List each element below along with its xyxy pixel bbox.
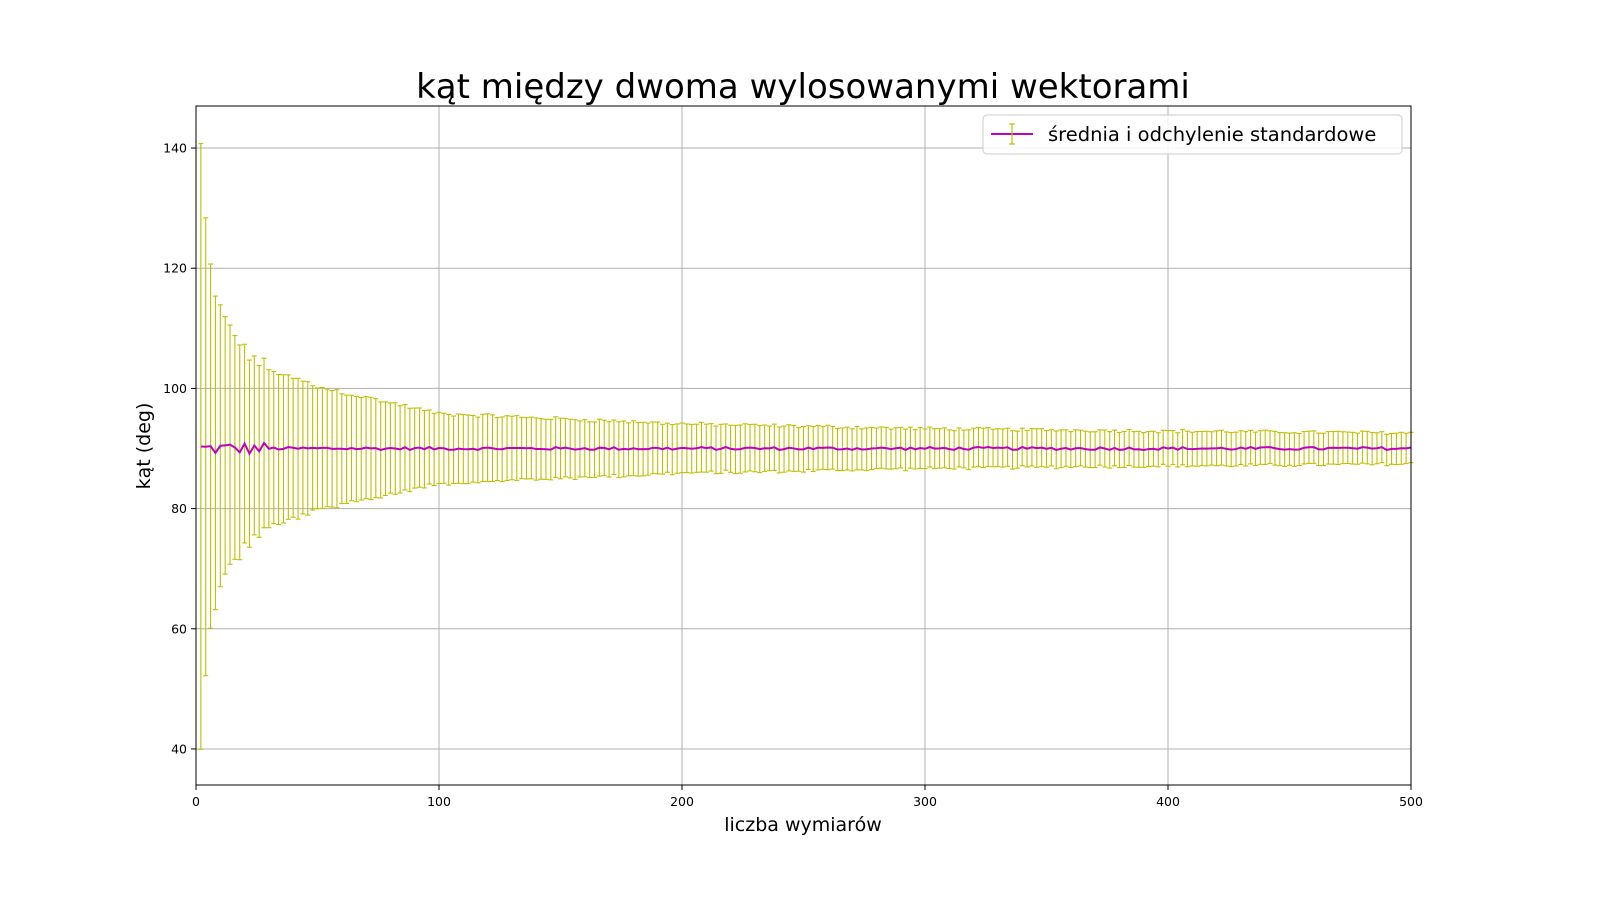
- plot-frame: [195, 105, 1412, 786]
- y-tick-label: 80: [171, 501, 187, 516]
- y-axis-label: kąt (deg): [133, 403, 155, 490]
- legend: średnia i odchylenie standardowe: [982, 114, 1403, 155]
- legend-label: średnia i odchylenie standardowe: [1048, 123, 1376, 146]
- x-tick-label: 500: [1399, 794, 1423, 809]
- y-tick-label: 120: [163, 261, 187, 276]
- x-tick-label: 200: [670, 794, 694, 809]
- x-axis-label: liczba wymiarów: [724, 814, 882, 836]
- chart-title: kąt między dwoma wylosowanymi wektorami: [416, 67, 1190, 107]
- x-tick-label: 100: [427, 794, 451, 809]
- y-tick-label: 40: [171, 741, 187, 756]
- mean-line: [200, 441, 1412, 456]
- x-tick-label: 0: [192, 794, 200, 809]
- y-axis: 40 60 80 100 120 140: [163, 141, 196, 756]
- y-tick-label: 140: [163, 141, 187, 156]
- plot-area: [195, 105, 1414, 786]
- x-tick-label: 400: [1156, 794, 1180, 809]
- y-tick-label: 100: [163, 381, 187, 396]
- x-tick-label: 300: [913, 794, 937, 809]
- legend-box: [982, 114, 1403, 155]
- x-axis: 0 100 200 300 400 500: [192, 785, 1423, 809]
- y-tick-label: 60: [171, 621, 187, 636]
